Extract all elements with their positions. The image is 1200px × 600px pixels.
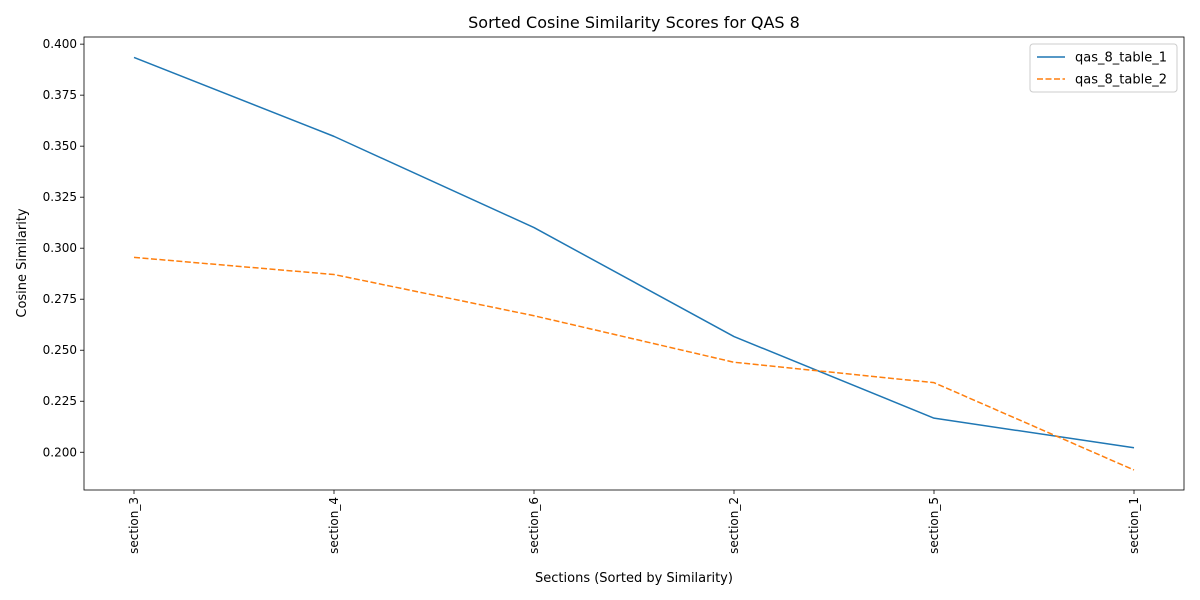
x-tick-label: section_4 (327, 497, 341, 554)
y-tick-label: 0.350 (43, 139, 77, 153)
x-tick-label: section_5 (927, 497, 941, 554)
y-tick-label: 0.400 (43, 37, 77, 51)
series-line-qas_8_table_1 (133, 56, 1135, 449)
legend-label-qas_8_table_2: qas_8_table_2 (1075, 73, 1167, 88)
y-tick-label: 0.375 (43, 88, 77, 102)
y-tick-label: 0.225 (43, 394, 77, 408)
legend-box (1029, 43, 1178, 93)
legend-label-qas_8_table_1: qas_8_table_1 (1075, 51, 1167, 66)
x-tick-label: section_6 (527, 497, 541, 554)
y-tick-label: 0.200 (43, 445, 77, 459)
y-tick-label: 0.300 (43, 241, 77, 255)
series-line-qas_8_table_2 (133, 256, 1135, 471)
chart-title: Sorted Cosine Similarity Scores for QAS … (468, 13, 800, 32)
x-axis-label: Sections (Sorted by Similarity) (535, 571, 733, 586)
x-tick-label: section_1 (1127, 497, 1141, 554)
plot-area: 0.200 0.225 0.250 0.275 0.300 0.325 0.350 0.375… (43, 36, 1185, 554)
x-tick-label: section_3 (127, 497, 141, 554)
axes-frame (83, 36, 1185, 491)
legend: qas_8_table_1 qas_8_table_2 (1029, 43, 1178, 93)
y-tick-label: 0.275 (43, 292, 77, 306)
y-tick-label: 0.250 (43, 343, 77, 357)
y-tick-label: 0.325 (43, 190, 77, 204)
x-tick-label: section_2 (727, 497, 741, 554)
y-axis-label: Cosine Similarity (15, 208, 30, 318)
